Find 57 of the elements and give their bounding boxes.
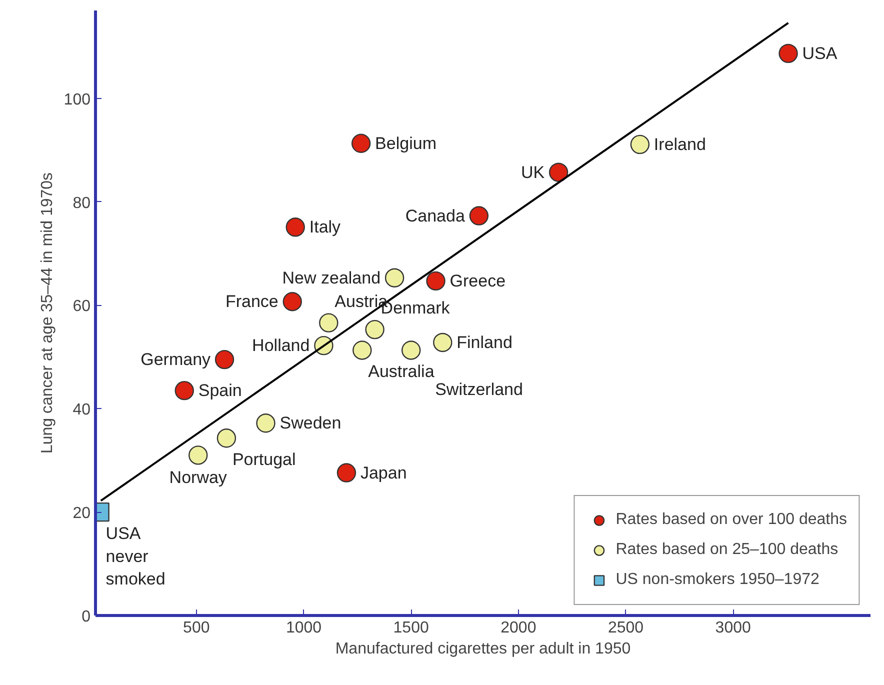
y-axis-title: Lung cancer at age 35–44 in mid 1970s <box>38 172 56 454</box>
point <box>401 340 421 360</box>
legend-label: US non-smokers 1950–1972 <box>616 571 820 589</box>
x-tick-label: 3000 <box>715 620 751 636</box>
x-tick-label: 2000 <box>500 620 536 636</box>
annotation: UK <box>520 162 546 182</box>
point <box>174 380 194 400</box>
point <box>630 134 650 154</box>
point <box>384 268 404 288</box>
x-tick-label: 2500 <box>608 620 644 636</box>
point <box>216 428 236 448</box>
point <box>319 313 338 332</box>
annotation: Portugal <box>232 450 296 470</box>
x-tick-label: 1500 <box>393 620 429 636</box>
point <box>188 446 208 465</box>
y-tick-label: 80 <box>72 194 91 212</box>
point <box>352 340 372 360</box>
annotation: USA never smoked <box>106 524 166 589</box>
annotation: Germany <box>140 350 212 370</box>
y-tick-label: 40 <box>72 402 91 419</box>
annotation: Finland <box>456 332 512 352</box>
annotation: Canada <box>405 206 466 226</box>
annotation: Ireland <box>654 134 706 154</box>
y-tick-label: 20 <box>72 505 91 522</box>
x-tick-label: 1000 <box>286 620 322 636</box>
annotation: Spain <box>198 381 242 400</box>
point <box>286 218 305 237</box>
point <box>365 320 384 340</box>
annotation: Italy <box>309 218 342 237</box>
legend-label: Rates based on over 100 deaths <box>616 511 847 529</box>
point <box>351 134 371 153</box>
annotation: Sweden <box>280 414 342 433</box>
point <box>282 292 302 312</box>
x-axis-title: Manufactured cigarettes per adult in 1950 <box>335 640 631 658</box>
point <box>778 44 798 63</box>
point <box>433 332 452 352</box>
annotation: Greece <box>450 271 506 290</box>
annotation: Australia <box>368 362 435 382</box>
annotation: France <box>225 292 278 312</box>
point <box>214 350 234 370</box>
annotation: USA <box>802 44 838 63</box>
y-tick-label: 100 <box>64 91 91 108</box>
point <box>336 463 356 482</box>
annotation: Holland <box>252 336 310 356</box>
annotation: New zealand <box>282 268 381 288</box>
annotation: Norway <box>169 468 228 488</box>
point <box>426 271 446 291</box>
annotation: Switzerland <box>435 380 523 400</box>
y-tick-label: 0 <box>82 608 91 626</box>
point <box>256 414 276 433</box>
legend-label: Rates based on 25–100 deaths <box>616 541 838 559</box>
point <box>548 162 568 182</box>
annotation: Japan <box>360 463 407 482</box>
y-tick-label: 60 <box>72 298 91 316</box>
x-tick-label: 500 <box>183 620 210 636</box>
point <box>469 206 489 226</box>
annotation: Belgium <box>375 134 436 153</box>
